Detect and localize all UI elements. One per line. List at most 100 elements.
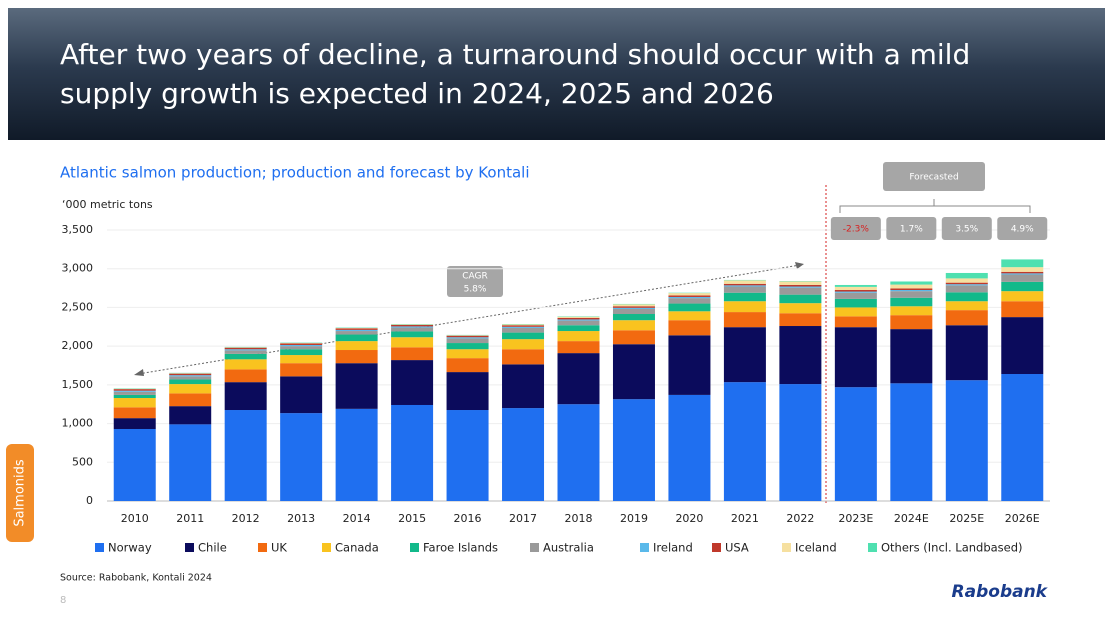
bar-segment	[835, 292, 877, 293]
bar-segment	[391, 347, 433, 360]
bar-segment	[835, 307, 877, 316]
header-image	[8, 8, 1105, 140]
bar-segment	[779, 384, 821, 501]
bar-segment	[668, 295, 710, 297]
y-tick-label: 3,000	[62, 262, 94, 275]
header-title: After two years of decline, a turnaround…	[60, 38, 970, 71]
bar-segment	[391, 360, 433, 405]
x-tick-label: 2022	[786, 512, 814, 525]
legend-swatch	[868, 543, 877, 552]
bar-segment	[225, 350, 267, 353]
bar-segment	[668, 335, 710, 395]
bar-segment	[502, 349, 544, 364]
bar-segment	[724, 382, 766, 501]
bar-segment	[779, 288, 821, 295]
bar-segment	[169, 375, 211, 376]
bar-segment	[169, 406, 211, 424]
bar-segment	[502, 325, 544, 327]
bar-segment	[447, 337, 489, 338]
bar-segment	[502, 327, 544, 328]
x-tick-label: 2023E	[838, 512, 873, 525]
bar-segment	[946, 278, 988, 282]
bar-segment	[280, 413, 322, 501]
bar-segment	[613, 320, 655, 330]
bar-segment	[724, 284, 766, 286]
y-axis-label: ‘000 metric tons	[62, 198, 153, 211]
bar-segment	[779, 285, 821, 287]
bar-segment	[724, 285, 766, 286]
bar-segment	[447, 358, 489, 372]
bar-segment	[225, 410, 267, 501]
bar-segment	[946, 310, 988, 325]
bar-segment	[668, 298, 710, 303]
bar-segment	[114, 395, 156, 398]
bar-segment	[835, 293, 877, 299]
bar-segment	[558, 404, 600, 501]
legend-swatch	[322, 543, 331, 552]
y-tick-label: 2,000	[62, 339, 94, 352]
cagr-label: CAGR	[462, 272, 488, 282]
bar-segment	[1001, 291, 1043, 301]
legend-swatch	[185, 543, 194, 552]
bar-segment	[890, 285, 932, 289]
bar-segment	[946, 284, 988, 285]
y-tick-label: 1,000	[62, 417, 94, 430]
bar-segment	[391, 337, 433, 347]
legend-swatch	[640, 543, 649, 552]
bar-segment	[613, 314, 655, 320]
bar-segment	[835, 299, 877, 308]
legend-label: Chile	[198, 541, 227, 555]
bar-segment	[502, 339, 544, 349]
bar-segment	[336, 341, 378, 350]
growth-label: 3.5%	[955, 225, 978, 235]
y-tick-label: 3,500	[62, 223, 94, 236]
bar-segment	[668, 304, 710, 312]
x-tick-label: 2016	[454, 512, 482, 525]
bar-segment	[502, 328, 544, 333]
bar-segment	[336, 330, 378, 331]
growth-label: -2.3%	[843, 225, 870, 235]
bar-segment	[336, 331, 378, 334]
bar-segment	[169, 384, 211, 393]
bar-segment	[280, 376, 322, 413]
legend-label: Others (Incl. Landbased)	[881, 541, 1023, 555]
bar-segment	[779, 303, 821, 313]
bar-segment	[890, 281, 932, 284]
legend-label: Australia	[543, 541, 594, 555]
bar-segment	[391, 325, 433, 327]
source: Source: Rabobank, Kontali 2024	[60, 573, 212, 584]
bar-segment	[447, 343, 489, 349]
bar-segment	[169, 374, 211, 376]
bar-segment	[613, 308, 655, 309]
bar-segment	[336, 328, 378, 330]
bar-segment	[613, 309, 655, 314]
bar-segment	[779, 281, 821, 284]
bar-segment	[613, 399, 655, 501]
bar-segment	[114, 392, 156, 395]
x-tick-label: 2011	[176, 512, 204, 525]
bar-segment	[668, 395, 710, 501]
bar-segment	[1001, 273, 1043, 274]
bar-segment	[336, 335, 378, 342]
bar-segment	[558, 317, 600, 318]
bar-segment	[114, 391, 156, 392]
bar-segment	[946, 285, 988, 292]
y-tick-label: 1,500	[62, 378, 94, 391]
bar-segment	[835, 287, 877, 290]
bar-segment	[890, 298, 932, 307]
bar-segment	[391, 405, 433, 501]
legend-swatch	[95, 543, 104, 552]
forecast-label: Forecasted	[909, 173, 958, 183]
y-tick-label: 500	[72, 455, 93, 468]
bar-segment	[946, 301, 988, 310]
bar-segment	[336, 350, 378, 363]
bar-segment	[280, 346, 322, 349]
bar-segment	[502, 364, 544, 408]
bar-segment	[447, 349, 489, 358]
bar-segment	[779, 313, 821, 326]
side-tab-label: Salmonids	[13, 459, 28, 527]
legend-swatch	[410, 543, 419, 552]
bar-segment	[890, 290, 932, 291]
bar-segment	[668, 311, 710, 320]
